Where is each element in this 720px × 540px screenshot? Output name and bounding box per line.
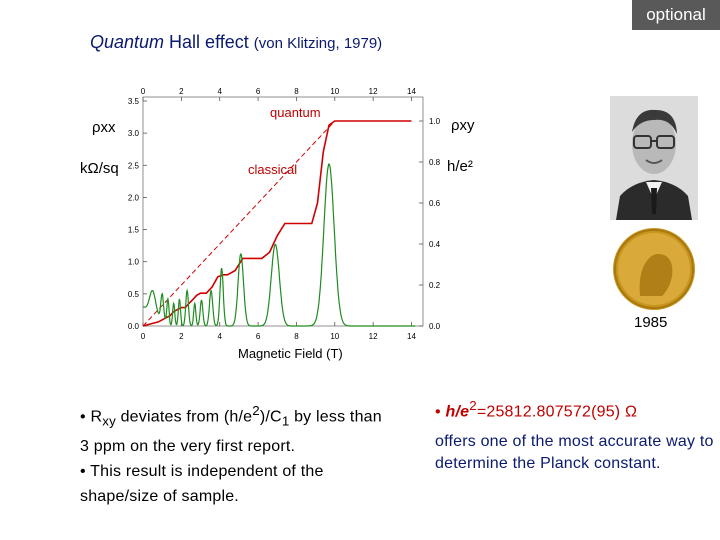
x-tick-label: 12: [369, 332, 378, 341]
x-tick-label: 10: [330, 332, 339, 341]
y-left-tick-label: 1.0: [128, 258, 140, 267]
x-tick-label: 8: [294, 332, 299, 341]
series-quantum: [142, 120, 412, 327]
rho-xy-label: ρxy: [451, 117, 475, 134]
x-tick-label: 0: [141, 332, 146, 341]
right-notes: • h/e2=25812.807572(95) Ω offers one of …: [435, 398, 714, 473]
x-tick-label-top: 12: [369, 87, 378, 96]
x-tick-label-top: 14: [407, 87, 416, 96]
plot-frame: [142, 96, 424, 327]
rho-xx-label: ρxx: [92, 119, 116, 136]
von-klitzing-photo: [610, 96, 698, 220]
h-over-e2-label: h/e²: [447, 158, 473, 175]
optional-badge: optional: [632, 0, 720, 30]
kohm-sq-label: kΩ/sq: [80, 160, 119, 177]
y-left-tick-label: 2.0: [128, 193, 140, 202]
series-rho-xx: [142, 163, 416, 327]
x-tick-label: 14: [407, 332, 416, 341]
quantum-annotation: quantum: [270, 105, 321, 120]
series-classical: [142, 120, 336, 327]
x-tick-label-top: 0: [141, 87, 146, 96]
nobel-medal-image: [610, 226, 698, 312]
y-left-tick-label: 0.0: [128, 322, 140, 331]
y-right-tick-label: 0.2: [429, 281, 441, 290]
y-right-tick-label: 0.8: [429, 158, 441, 167]
x-tick-label-top: 2: [179, 87, 184, 96]
x-tick-label: 6: [256, 332, 261, 341]
y-right-tick-label: 1.0: [429, 117, 441, 126]
y-left-tick-label: 3.0: [128, 129, 140, 138]
x-tick-label: 4: [217, 332, 222, 341]
x-tick-label-top: 6: [256, 87, 261, 96]
y-left-tick-label: 2.5: [128, 161, 140, 170]
y-right-tick-label: 0.0: [429, 322, 441, 331]
y-right-tick-label: 0.4: [429, 240, 441, 249]
x-tick-label-top: 8: [294, 87, 299, 96]
y-right-tick-label: 0.6: [429, 199, 441, 208]
classical-annotation: classical: [248, 162, 298, 177]
x-tick-label-top: 4: [217, 87, 222, 96]
x-tick-label-top: 10: [330, 87, 339, 96]
x-tick-label: 2: [179, 332, 184, 341]
y-left-tick-label: 0.5: [128, 290, 140, 299]
left-notes: • Rxy deviates from (h/e2)/C1 by less th…: [80, 403, 382, 505]
nobel-year: 1985: [634, 314, 668, 331]
y-left-tick-label: 3.5: [128, 97, 140, 106]
y-left-tick-label: 1.5: [128, 226, 140, 235]
slide-title: Quantum Hall effect (von Klitzing, 1979): [90, 32, 383, 52]
x-axis-label: Magnetic Field (T): [238, 346, 343, 361]
